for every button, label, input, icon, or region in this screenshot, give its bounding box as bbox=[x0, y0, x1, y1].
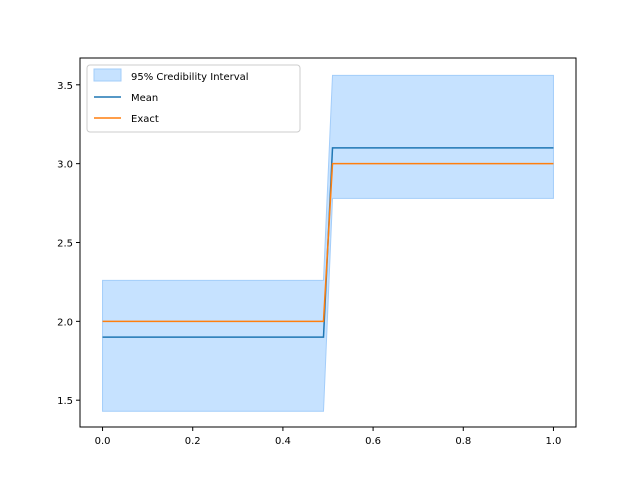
x-tick-label: 0.4 bbox=[275, 436, 291, 447]
y-tick-label: 3.5 bbox=[57, 81, 73, 92]
legend-box bbox=[86, 64, 301, 133]
x-tick-label: 1.0 bbox=[546, 436, 562, 447]
y-tick-label: 2.5 bbox=[57, 239, 73, 250]
exact-line bbox=[102, 162, 554, 323]
axis-ticks: 0.0 0.2 0.4 0.6 0.8 1.0 1.5 2.0 2.5 3.0 3.5 bbox=[57, 81, 561, 447]
legend-swatch-band bbox=[93, 68, 122, 82]
y-tick-label: 1.5 bbox=[57, 396, 73, 407]
x-tick-label: 0.2 bbox=[185, 436, 201, 447]
legend: 95% Credibility Interval Mean Exact bbox=[86, 64, 301, 133]
y-tick-label: 3.0 bbox=[57, 160, 73, 171]
plot-area bbox=[102, 74, 554, 412]
x-tick-label: 0.0 bbox=[95, 436, 111, 447]
x-tick-label: 0.8 bbox=[455, 436, 471, 447]
legend-label-mean: Mean bbox=[131, 93, 158, 104]
y-tick-label: 2.0 bbox=[57, 317, 73, 328]
legend-label-exact: Exact bbox=[131, 114, 159, 125]
legend-label-band: 95% Credibility Interval bbox=[131, 72, 249, 83]
x-tick-label: 0.6 bbox=[365, 436, 381, 447]
